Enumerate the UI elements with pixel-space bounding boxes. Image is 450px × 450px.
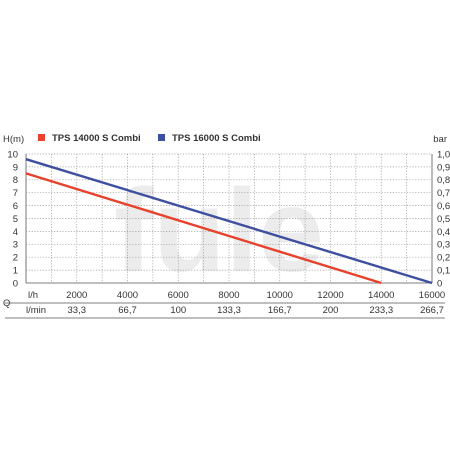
y-tick-label-right: 0,6 <box>437 201 450 212</box>
x-tick-label-lh: 4000 <box>117 290 138 301</box>
x-tick-label-lmin: 266,7 <box>420 305 444 316</box>
y-tick-label-left: 2 <box>13 253 18 264</box>
x-tick-label-lmin: 166,7 <box>268 305 292 316</box>
y-tick-label-right: 1,0 <box>437 149 450 160</box>
y-tick-label-right: 0,8 <box>437 175 450 186</box>
x-tick-label-lmin: 66,7 <box>118 305 137 316</box>
x-tick-label-lmin: 33,3 <box>68 305 87 316</box>
x-tick-label-lh: 2000 <box>66 290 87 301</box>
y-axis-label-right: bar <box>433 134 447 145</box>
y-tick-label-left: 7 <box>13 188 18 199</box>
y-tick-label-right: 0,1 <box>437 266 450 277</box>
y-tick-label-left: 6 <box>13 201 18 212</box>
x-tick-label-lmin: 100 <box>170 305 186 316</box>
y-tick-label-left: 4 <box>13 227 18 238</box>
row2-unit-label: l/min <box>26 305 46 316</box>
x-tick-label-lh: 6000 <box>168 290 189 301</box>
y-tick-label-right: 0 <box>437 278 442 289</box>
row1-unit-label: l/h <box>28 290 38 301</box>
x-tick-label-lmin: 133,3 <box>217 305 241 316</box>
q-axis-label: Q <box>3 298 10 309</box>
x-tick-label-lh: 12000 <box>317 290 343 301</box>
y-tick-label-left: 0 <box>13 278 18 289</box>
y-axis-label-left: H(m) <box>3 134 24 145</box>
y-tick-label-right: 0,5 <box>437 214 450 225</box>
x-tick-label-lh: 16000 <box>419 290 445 301</box>
x-tick-label-lh: 14000 <box>368 290 394 301</box>
y-tick-label-right: 0,4 <box>437 227 450 238</box>
series-line-tps-14000 <box>25 172 382 285</box>
y-tick-label-left: 5 <box>13 214 18 225</box>
x-tick-label-lh: 8000 <box>218 290 239 301</box>
y-tick-label-right: 0,2 <box>437 253 450 264</box>
y-tick-label-left: 8 <box>13 175 18 186</box>
watermark-logo: fule <box>114 165 324 297</box>
x-tick-label-lmin: 200 <box>323 305 339 316</box>
y-tick-label-left: 3 <box>13 240 18 251</box>
x-tick-label-lh: 10000 <box>267 290 293 301</box>
legend-label: TPS 14000 S Combi <box>52 133 141 144</box>
legend-label: TPS 16000 S Combi <box>172 133 261 144</box>
legend-swatch <box>158 134 165 141</box>
x-tick-label-lmin: 233,3 <box>369 305 393 316</box>
y-tick-label-left: 9 <box>13 162 18 173</box>
legend-swatch <box>38 134 45 141</box>
y-tick-label-right: 0,3 <box>437 240 450 251</box>
y-tick-label-left: 10 <box>7 149 18 160</box>
series-line-tps-16000 <box>25 158 433 285</box>
y-tick-label-right: 0,7 <box>437 188 450 199</box>
y-tick-label-right: 0,9 <box>437 162 450 173</box>
y-tick-label-left: 1 <box>13 266 18 277</box>
